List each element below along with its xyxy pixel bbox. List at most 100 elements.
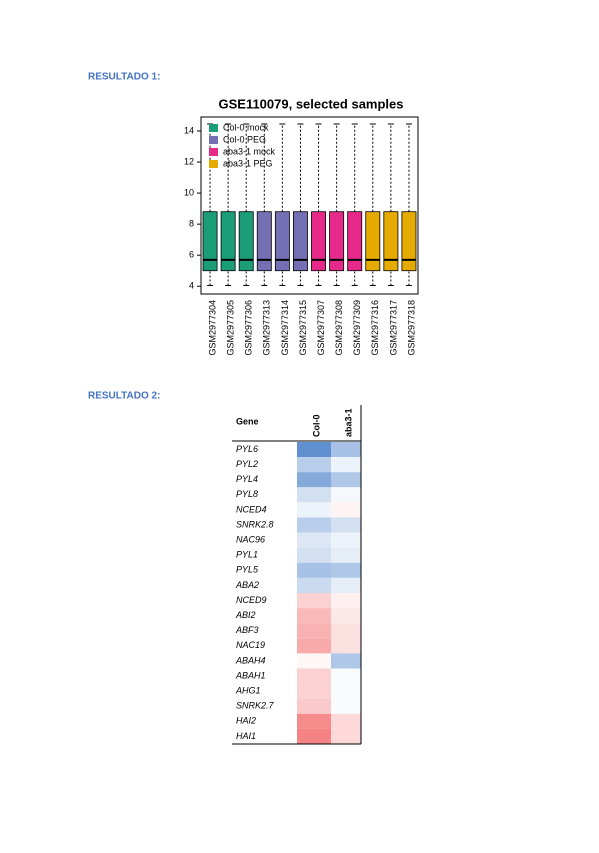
heatmap-cell (297, 653, 331, 669)
heatmap-cell (297, 593, 331, 609)
column-header: aba3-1 (343, 408, 353, 437)
legend-swatch (209, 160, 218, 168)
section-heading: RESULTADO 2: (88, 391, 160, 402)
legend-label: aba3-1 mock (223, 146, 276, 156)
x-tick-label: GSM2977313 (262, 300, 272, 356)
heatmap-cell (331, 517, 361, 533)
x-tick-label: GSM2977307 (316, 300, 326, 356)
box (383, 211, 399, 272)
gene-label: HAI2 (236, 716, 256, 726)
heatmap-cell (331, 532, 361, 548)
heatmap-cell (331, 683, 361, 699)
gene-label: PYL5 (236, 565, 259, 575)
heatmap-cell (331, 653, 361, 669)
heatmap-cell (331, 547, 361, 563)
x-tick-label: GSM2977317 (388, 300, 398, 356)
box (238, 211, 254, 272)
heatmap-cell (331, 457, 361, 473)
box (256, 211, 272, 272)
legend-label: Col-0 PEG (223, 134, 266, 144)
heatmap-cell (297, 668, 331, 684)
heatmap-cell (331, 593, 361, 609)
y-tick-label: 14 (184, 125, 194, 135)
gene-label: ABAH1 (235, 670, 266, 680)
x-tick-label: GSM2977315 (298, 300, 308, 356)
heatmap-cell (297, 487, 331, 503)
gene-label: ABA2 (235, 580, 259, 590)
heatmap-cell (331, 728, 361, 744)
box (220, 211, 236, 272)
legend-swatch (209, 136, 218, 144)
heatmap-cell (297, 457, 331, 473)
heatmap-cell (331, 713, 361, 729)
heatmap-cell (297, 683, 331, 699)
legend-swatch (209, 148, 218, 156)
gene-label: NCED9 (236, 595, 267, 605)
heatmap-cell (297, 638, 331, 654)
y-tick-label: 4 (189, 281, 194, 291)
box (401, 211, 417, 272)
y-tick-label: 8 (189, 219, 194, 229)
box (202, 211, 218, 272)
gene-label: ABF3 (235, 625, 259, 635)
heatmap-cell (331, 472, 361, 488)
gene-label: SNRK2.8 (236, 519, 274, 529)
heatmap-cell (297, 517, 331, 533)
box (347, 211, 363, 272)
heatmap-cell (331, 623, 361, 639)
heatmap-cell (331, 562, 361, 578)
box (274, 211, 290, 272)
box (365, 211, 381, 272)
heatmap-cell (297, 502, 331, 518)
gene-label: ABAH4 (235, 655, 266, 665)
heatmap-cell (297, 698, 331, 714)
x-tick-label: GSM2977306 (244, 300, 254, 356)
y-tick-label: 6 (189, 250, 194, 260)
gene-label: NAC96 (236, 535, 265, 545)
x-tick-label: GSM2977305 (226, 300, 236, 356)
heatmap-cell (297, 532, 331, 548)
gene-label: NCED4 (236, 504, 267, 514)
heatmap-cell (331, 668, 361, 684)
heatmap-cell (331, 638, 361, 654)
heatmap-cell (297, 547, 331, 563)
x-tick-label: GSM2977314 (280, 300, 290, 356)
section-heading: RESULTADO 1: (88, 72, 160, 83)
chart-title: GSE110079, selected samples (218, 96, 403, 111)
plot-frame (200, 116, 419, 295)
y-tick-label: 12 (184, 156, 194, 166)
heatmap-cell (297, 562, 331, 578)
box (293, 211, 308, 272)
heatmap-cell (331, 442, 361, 458)
heatmap-cell (331, 577, 361, 593)
gene-label: PYL4 (236, 474, 258, 484)
y-tick-label: 10 (184, 187, 194, 197)
heatmap-cell (297, 623, 331, 639)
legend-label: Col-0 mock (223, 122, 269, 132)
heatmap-cell (297, 442, 331, 458)
heatmap-cell (331, 502, 361, 518)
heatmap-cell (331, 698, 361, 714)
heatmap-cell (297, 728, 331, 744)
box (329, 211, 345, 272)
heatmap-cell (297, 608, 331, 624)
heatmap-cell (331, 608, 361, 624)
x-tick-label: GSM2977308 (334, 300, 344, 356)
legend-label: aba3-1 PEG (223, 158, 273, 168)
heatmap-cell (297, 577, 331, 593)
x-tick-label: GSM2977309 (352, 300, 362, 356)
gene-label: PYL2 (236, 459, 258, 469)
gene-label: PYL8 (236, 489, 258, 499)
heatmap-cell (297, 472, 331, 488)
row-header: Gene (236, 416, 259, 426)
x-tick-label: GSM2977304 (207, 300, 217, 356)
gene-label: NAC19 (236, 640, 265, 650)
legend-swatch (209, 124, 218, 132)
gene-label: SNRK2.7 (236, 701, 275, 711)
gene-label: PYL6 (236, 444, 258, 454)
x-tick-label: GSM2977316 (370, 300, 380, 356)
gene-label: ABI2 (235, 610, 256, 620)
column-header: Col-0 (311, 415, 321, 438)
gene-label: PYL1 (236, 550, 258, 560)
